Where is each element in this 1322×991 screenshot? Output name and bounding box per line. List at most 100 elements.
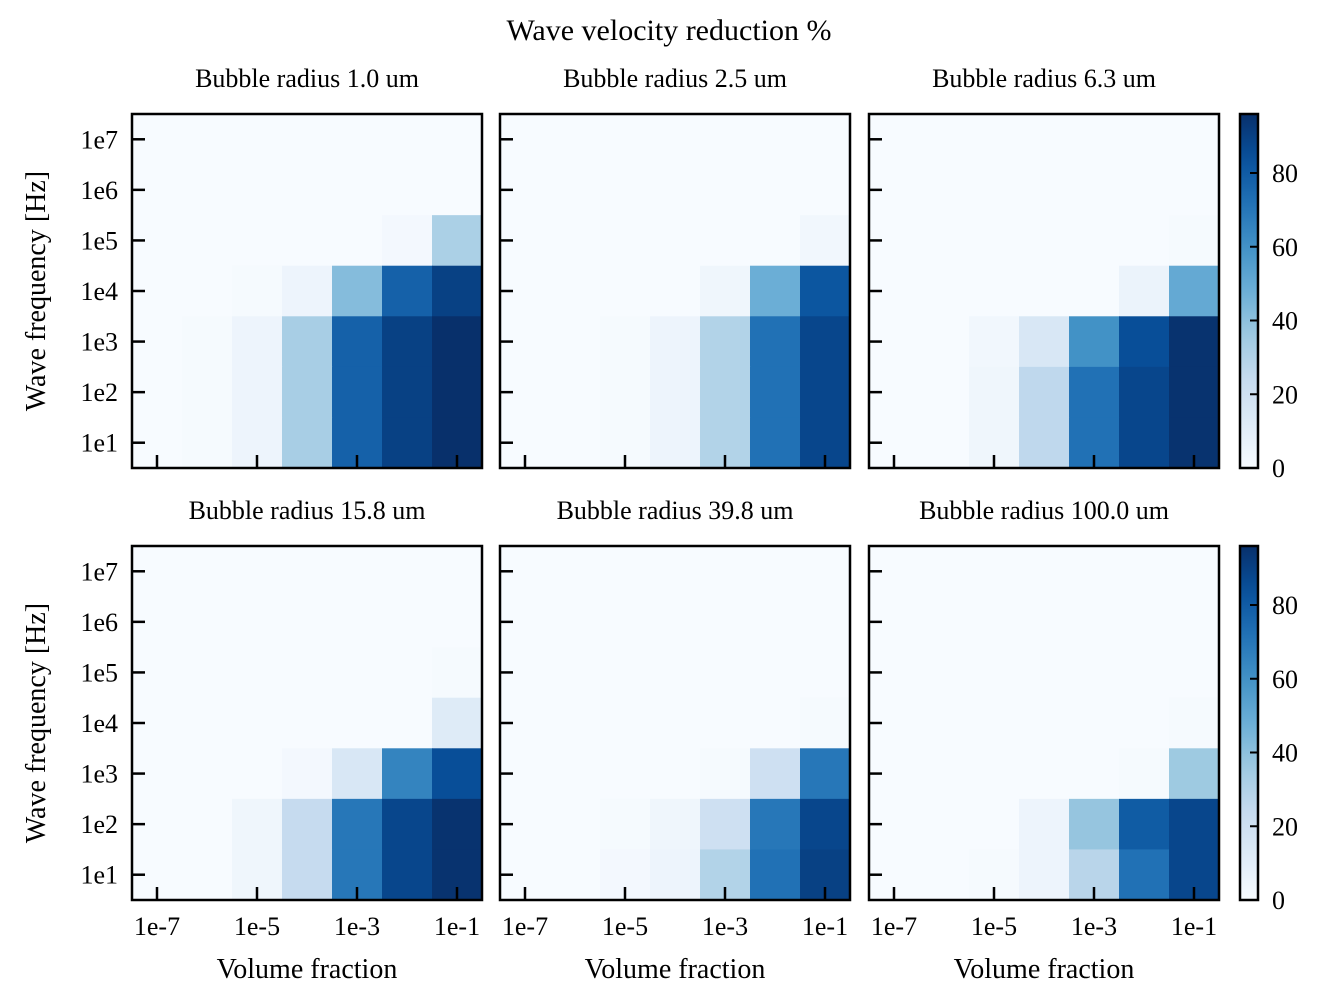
heatmap-cell <box>1069 748 1120 800</box>
heatmap-cell <box>650 417 701 469</box>
heatmap-cell <box>382 215 433 267</box>
y-tick-label: 1e6 <box>80 608 118 637</box>
heatmap-cell <box>1019 647 1070 699</box>
heatmap-cell <box>919 697 970 749</box>
heatmap-cell <box>700 697 751 749</box>
heatmap-cell <box>800 215 851 267</box>
heatmap-cell <box>282 366 333 419</box>
heatmap-cell <box>432 265 483 317</box>
heatmap-cell <box>550 316 601 368</box>
heatmap-cell <box>1119 265 1170 317</box>
heatmap-cell <box>550 265 601 317</box>
heatmap-cell <box>1019 265 1070 317</box>
heatmap-cell <box>1169 215 1220 267</box>
heatmap-cell <box>182 647 233 699</box>
heatmap-cell <box>382 366 433 419</box>
heatmap-cell <box>332 316 383 368</box>
heatmap-cell <box>919 596 970 648</box>
y-tick-label: 1e2 <box>80 810 118 839</box>
heatmap-cell <box>650 316 701 368</box>
heatmap-cell <box>382 417 433 469</box>
colorbar-tick-label: 60 <box>1272 233 1298 262</box>
panel-title: Bubble radius 100.0 um <box>919 496 1169 525</box>
y-tick-label: 1e2 <box>80 378 118 407</box>
colorbar-tick-label: 60 <box>1272 665 1298 694</box>
heatmap-cell <box>550 546 601 598</box>
heatmap-cell <box>182 849 233 901</box>
heatmap-cell <box>282 164 333 216</box>
heatmap-cell <box>550 417 601 469</box>
heatmap-cell <box>600 546 651 598</box>
heatmap-cell <box>919 546 970 598</box>
colorbar-bar <box>1238 112 1260 470</box>
heatmap-cell <box>432 798 483 851</box>
heatmap-cell <box>432 647 483 699</box>
heatmap-cell <box>700 748 751 800</box>
heatmap-cell <box>232 647 283 699</box>
heatmap-cell <box>1069 215 1120 267</box>
heatmap-cell <box>1119 215 1170 267</box>
heatmap-cell <box>332 164 383 216</box>
heatmap-cell <box>700 596 751 648</box>
heatmap-cell <box>700 546 751 598</box>
heatmap-cell <box>750 316 801 368</box>
heatmap-cell <box>1119 798 1170 851</box>
heatmap-cell <box>750 849 801 901</box>
heatmap-cell <box>800 114 851 166</box>
heatmap-cell <box>1069 546 1120 598</box>
heatmap-cell <box>1069 114 1120 166</box>
heatmap-cell <box>1019 114 1070 166</box>
heatmap-cell <box>919 114 970 166</box>
heatmap-cell <box>332 366 383 419</box>
heatmap-cell <box>600 215 651 267</box>
heatmap-cell <box>1169 798 1220 851</box>
x-tick-label: 1e-1 <box>434 912 480 941</box>
colorbar-tick-label: 80 <box>1272 591 1298 620</box>
heatmap-cell <box>1169 596 1220 648</box>
heatmap-cell <box>800 647 851 699</box>
heatmap-cell <box>1119 849 1170 901</box>
y-tick-label: 1e3 <box>80 760 118 789</box>
heatmap-cell <box>550 697 601 749</box>
heatmap-cell <box>332 546 383 598</box>
heatmap-cell <box>650 798 701 851</box>
heatmap-cell <box>382 114 433 166</box>
heatmap-cell <box>919 215 970 267</box>
heatmap-cell <box>750 417 801 469</box>
heatmap-cell <box>550 215 601 267</box>
panel-title: Bubble radius 6.3 um <box>932 64 1156 93</box>
heatmap-cell <box>600 114 651 166</box>
heatmap-panel: Bubble radius 1.0 um 1e7 1e6 1e5 1e4 1e3 1e2 1e… <box>21 64 484 470</box>
heatmap-cell <box>1019 164 1070 216</box>
heatmap-panel: Bubble radius 2.5 um <box>498 64 852 470</box>
heatmap-cell <box>382 265 433 317</box>
heatmap-cell <box>600 596 651 648</box>
heatmap-cell <box>382 798 433 851</box>
heatmap-cell <box>750 546 801 598</box>
heatmap-cell <box>382 647 433 699</box>
heatmap-cell <box>432 366 483 419</box>
heatmap-cell <box>282 849 333 901</box>
x-tick-label: 1e-5 <box>602 912 648 941</box>
y-tick-label: 1e7 <box>80 125 118 154</box>
colorbars: 0 20 40 60 80 0 20 40 60 80 <box>1238 112 1298 915</box>
heatmap-cell <box>1119 546 1170 598</box>
heatmap-cell <box>182 265 233 317</box>
heatmap-cell <box>800 596 851 648</box>
heatmap-cell <box>1169 697 1220 749</box>
x-tick-label: 1e-7 <box>871 912 917 941</box>
heatmap-cell <box>969 265 1020 317</box>
heatmap-cell <box>282 546 333 598</box>
x-axis-label: Volume fraction <box>217 954 398 985</box>
heatmap-cell <box>750 265 801 317</box>
heatmap-cell <box>282 596 333 648</box>
heatmap-cell <box>1119 366 1170 419</box>
figure-title: Wave velocity reduction % <box>507 14 832 47</box>
heatmap-cell <box>1069 164 1120 216</box>
heatmap-cell <box>600 748 651 800</box>
heatmap-cell <box>800 798 851 851</box>
heatmap-cell <box>700 798 751 851</box>
heatmap-cell <box>182 114 233 166</box>
heatmap-panel: Bubble radius 15.8 um 1e7 1e6 1e5 1e4 1e3 1e2 1… <box>21 496 484 985</box>
colorbar-tick-label: 40 <box>1272 739 1298 768</box>
